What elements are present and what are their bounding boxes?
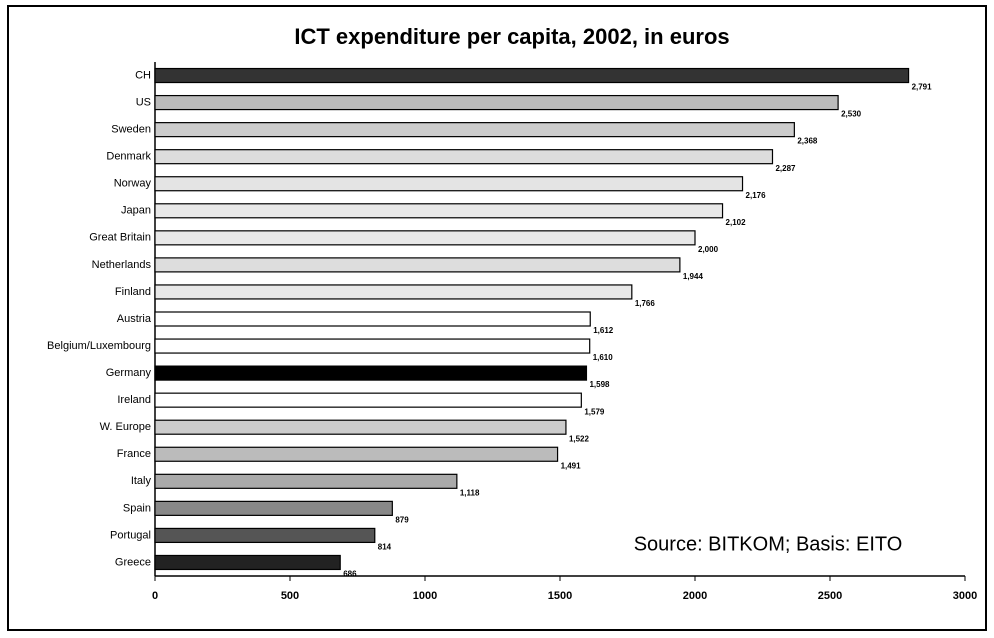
- y-tick-label: W. Europe: [100, 421, 151, 433]
- y-tick-label: Austria: [117, 313, 152, 325]
- y-tick-label: Norway: [114, 178, 152, 190]
- data-label: 1,598: [589, 380, 610, 389]
- y-tick-label: US: [136, 96, 151, 108]
- bar: [154, 311, 591, 327]
- data-label: 1,522: [569, 434, 590, 443]
- y-tick-label: Denmark: [106, 151, 151, 163]
- y-tick-label: Portugal: [110, 529, 151, 541]
- bar: [154, 500, 393, 516]
- y-tick-label: Spain: [123, 502, 151, 514]
- data-label: 2,368: [797, 137, 818, 146]
- bar: [154, 446, 559, 462]
- y-tick-label: France: [117, 448, 151, 460]
- x-tick-label: 0: [152, 590, 158, 602]
- y-tick-label: Germany: [106, 367, 152, 379]
- bar: [154, 67, 910, 84]
- bar: [154, 203, 724, 219]
- bar: [154, 473, 458, 489]
- data-label: 1,944: [683, 272, 704, 281]
- y-tick-label: Great Britain: [89, 232, 151, 244]
- data-label: 1,612: [593, 326, 614, 335]
- x-tick-label: 500: [281, 590, 299, 602]
- x-tick-label: 3000: [953, 590, 977, 602]
- bar: [154, 527, 376, 544]
- y-tick-label: Netherlands: [92, 259, 152, 271]
- y-tick-label: Greece: [115, 556, 151, 568]
- bar: [154, 284, 633, 300]
- y-tick-label: Ireland: [117, 394, 151, 406]
- data-label: 1,118: [460, 488, 480, 497]
- data-label: 2,000: [698, 245, 719, 254]
- y-tick-label: Finland: [115, 286, 151, 298]
- data-label: 1,579: [584, 407, 605, 416]
- data-label: 1,491: [561, 461, 582, 470]
- data-label: 879: [395, 515, 409, 524]
- bar: [154, 257, 681, 273]
- bar: [154, 419, 567, 435]
- data-label: 2,102: [726, 218, 747, 227]
- y-tick-label: Japan: [121, 205, 151, 217]
- bar: [154, 176, 744, 192]
- data-label: 686: [343, 570, 357, 579]
- chart-title: ICT expenditure per capita, 2002, in eur…: [294, 24, 729, 49]
- bar: [154, 338, 591, 354]
- data-label: 2,791: [912, 83, 933, 92]
- data-label: 1,610: [593, 353, 614, 362]
- bar: [154, 230, 696, 246]
- data-label: 2,287: [775, 164, 796, 173]
- y-tick-label: Belgium/Luxembourg: [47, 340, 151, 352]
- bar: [154, 392, 582, 408]
- bar: [154, 365, 588, 381]
- data-label: 1,766: [635, 299, 656, 308]
- source-annotation: Source: BITKOM; Basis: EITO: [634, 533, 903, 555]
- y-tick-label: CH: [135, 69, 151, 81]
- x-tick-label: 1500: [548, 590, 572, 602]
- bar: [154, 554, 341, 571]
- data-label: 2,530: [841, 110, 862, 119]
- bar: [154, 149, 774, 165]
- y-tick-label: Sweden: [111, 124, 151, 136]
- bar: [154, 122, 795, 138]
- x-tick-label: 2500: [818, 590, 842, 602]
- x-tick-label: 1000: [413, 590, 437, 602]
- y-tick-label: Italy: [131, 475, 152, 487]
- data-label: 814: [378, 543, 392, 552]
- data-label: 2,176: [746, 191, 767, 200]
- x-tick-label: 2000: [683, 590, 707, 602]
- bar: [154, 94, 839, 111]
